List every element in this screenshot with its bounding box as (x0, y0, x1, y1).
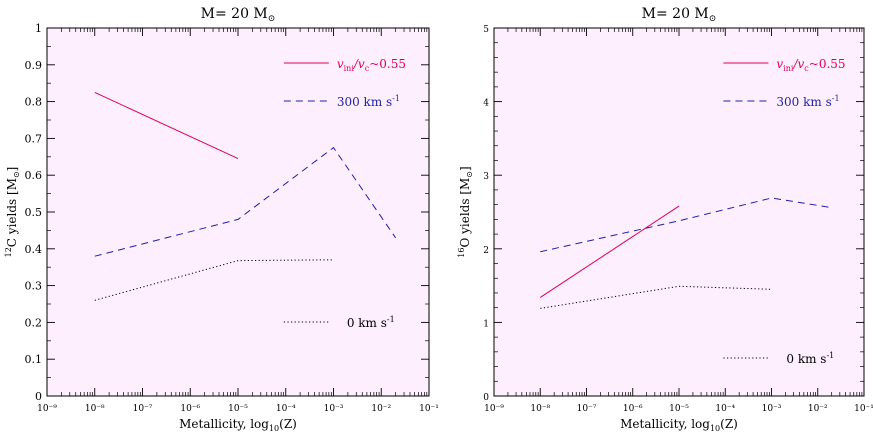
x-tick-label: 10⁻³ (762, 404, 782, 414)
x-tick-label: 10⁻⁵ (228, 404, 248, 414)
y-tick-label: 3 (483, 172, 489, 182)
x-tick-label: 10⁻⁴ (715, 404, 735, 414)
series-line-dashed (540, 197, 832, 253)
plot-frame (493, 27, 865, 397)
series-line-dotted (94, 259, 334, 301)
x-tick-label: 10⁻² (371, 404, 391, 414)
x-tick-label: 10⁻⁶ (180, 404, 200, 414)
legend-text: 0 km s (786, 352, 826, 366)
y-axis-label: 12C yields [M⊙] (4, 167, 21, 258)
x-tick-label: 10⁻⁵ (669, 404, 689, 414)
plot-background (494, 28, 864, 396)
legend-text: 300 km s (337, 95, 392, 109)
y-tick-label: 0.8 (25, 96, 43, 109)
y-tick-label: 0 (35, 390, 42, 403)
chart-1: 10⁻⁹ 10⁻⁸ 10⁻⁷ 10⁻⁶ 10⁻⁵ 10⁻⁴ 10⁻³ 10⁻² 10⁻¹ 0 0.1… (4, 6, 439, 433)
legend-text: 0 km s (347, 316, 387, 330)
x-tick-label: 10⁻⁸ (85, 404, 105, 414)
x-tick-label: 10⁻³ (324, 404, 344, 414)
series-line-dotted (540, 285, 772, 309)
legend-superscript: -1 (826, 351, 834, 360)
legend-label: 300 km s-1 (337, 94, 400, 109)
legend-label: vini/vc~0.55 (776, 57, 845, 73)
y-tick-label: 0.9 (25, 59, 43, 72)
y-tick-label: 4 (483, 99, 489, 109)
ylabel-superscript: 12 (4, 247, 13, 257)
y-tick-label: 0.3 (25, 280, 43, 293)
y-tick-label: 0.7 (25, 132, 43, 145)
plot-background (47, 28, 429, 396)
y-tick-label: 2 (483, 246, 489, 256)
y-tick-label: 0.5 (25, 206, 43, 219)
y-tick-label: 0.4 (25, 243, 43, 256)
x-tick-label: 10⁻⁴ (276, 404, 296, 414)
x-tick-label: 10⁻⁷ (133, 404, 153, 414)
chart-title: M= 20 M⊙ (642, 6, 717, 24)
x-tick-label: 10⁻⁹ (484, 404, 504, 414)
ylabel-text: ] (458, 166, 472, 171)
legend-text: 300 km s (776, 95, 831, 109)
legend-label: 0 km s-1 (786, 351, 834, 366)
legend-label: vini/vc~0.55 (337, 57, 406, 73)
series-line-solid (94, 91, 239, 160)
y-tick-label: 1 (35, 22, 42, 35)
chart-2: 10⁻⁹ 10⁻⁸ 10⁻⁷ 10⁻⁶ 10⁻⁵ 10⁻⁴ 10⁻³ 10⁻² 10⁻¹ 0 1 2 3… (457, 6, 873, 433)
legend-superscript: -1 (832, 94, 840, 103)
ylabel-text: ] (5, 167, 19, 172)
legend-text: v (776, 57, 783, 71)
title-text: M= 20 M (201, 6, 268, 22)
legend-label: 300 km s-1 (776, 94, 839, 109)
x-tick-label: 10⁻⁸ (530, 404, 550, 414)
x-tick-label: 10⁻⁷ (577, 404, 597, 414)
x-axis-label: Metallicity, log10(Z) (179, 417, 297, 433)
ylabel-text: C yields [M (5, 178, 19, 247)
legend-text: /v (353, 57, 365, 71)
series-line-dashed (94, 146, 397, 257)
xlabel-text: Metallicity, log (620, 417, 710, 431)
x-tick-label: 10⁻² (808, 404, 828, 414)
x-axis-label: Metallicity, log10(Z) (620, 417, 738, 433)
legend-subscript: c (804, 64, 809, 73)
x-tick-label: 10⁻⁶ (623, 404, 643, 414)
xlabel-text: (Z) (720, 417, 738, 431)
y-tick-label: 0.2 (25, 316, 43, 329)
y-tick-label: 0 (483, 393, 489, 403)
legend-text: ~0.55 (809, 57, 846, 71)
y-tick-label: 5 (483, 25, 489, 35)
legend-subscript: ini (783, 64, 794, 73)
y-tick-label: 0.1 (25, 353, 43, 366)
y-tick-label: 0.6 (25, 169, 43, 182)
xlabel-text: Metallicity, log (179, 417, 269, 431)
x-tick-label: 10⁻¹ (854, 404, 873, 414)
legend-superscript: -1 (387, 315, 395, 324)
legend-text: v (337, 57, 344, 71)
legend-superscript: -1 (392, 94, 400, 103)
series-line-solid (540, 205, 680, 298)
legend-text: ~0.55 (369, 57, 406, 71)
xlabel-text: (Z) (279, 417, 297, 431)
legend-subscript: c (365, 64, 370, 73)
title-sun-symbol: ⊙ (709, 14, 717, 24)
ylabel-text: O yields [M (458, 178, 472, 248)
legend-text: /v (792, 57, 804, 71)
xlabel-subscript: 10 (710, 424, 720, 433)
ylabel-sun-symbol: ⊙ (465, 171, 474, 178)
title-sun-symbol: ⊙ (268, 14, 276, 24)
x-tick-label: 10⁻¹ (419, 404, 439, 414)
legend-label: 0 km s-1 (347, 315, 395, 330)
y-tick-label: 1 (483, 319, 489, 329)
x-tick-label: 10⁻⁹ (37, 404, 57, 414)
chart-title: M= 20 M⊙ (201, 6, 276, 24)
ylabel-superscript: 16 (457, 248, 466, 258)
y-axis-label: 16O yields [M⊙] (457, 166, 474, 257)
plot-frame (46, 27, 430, 397)
xlabel-subscript: 10 (269, 424, 279, 433)
legend-subscript: ini (344, 64, 355, 73)
ylabel-sun-symbol: ⊙ (12, 171, 21, 178)
title-text: M= 20 M (642, 6, 709, 22)
